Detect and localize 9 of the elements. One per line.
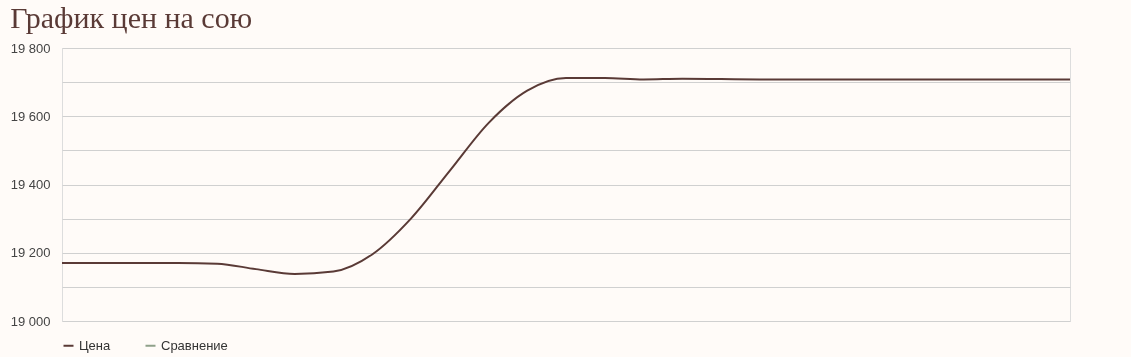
y-tick-label: 19 800 bbox=[10, 40, 51, 56]
line-series bbox=[61, 77, 1071, 275]
chart-title: График цен на сою bbox=[10, 1, 253, 34]
y-tick-label: 19 400 bbox=[10, 177, 51, 192]
y-tick-label: 19 600 bbox=[10, 108, 51, 124]
y-tick-label: 19 200 bbox=[10, 245, 51, 261]
legend-label: Цена bbox=[79, 337, 112, 353]
legend-label: Сравнение bbox=[161, 337, 228, 353]
y-tick-label: 19 000 bbox=[10, 313, 51, 329]
